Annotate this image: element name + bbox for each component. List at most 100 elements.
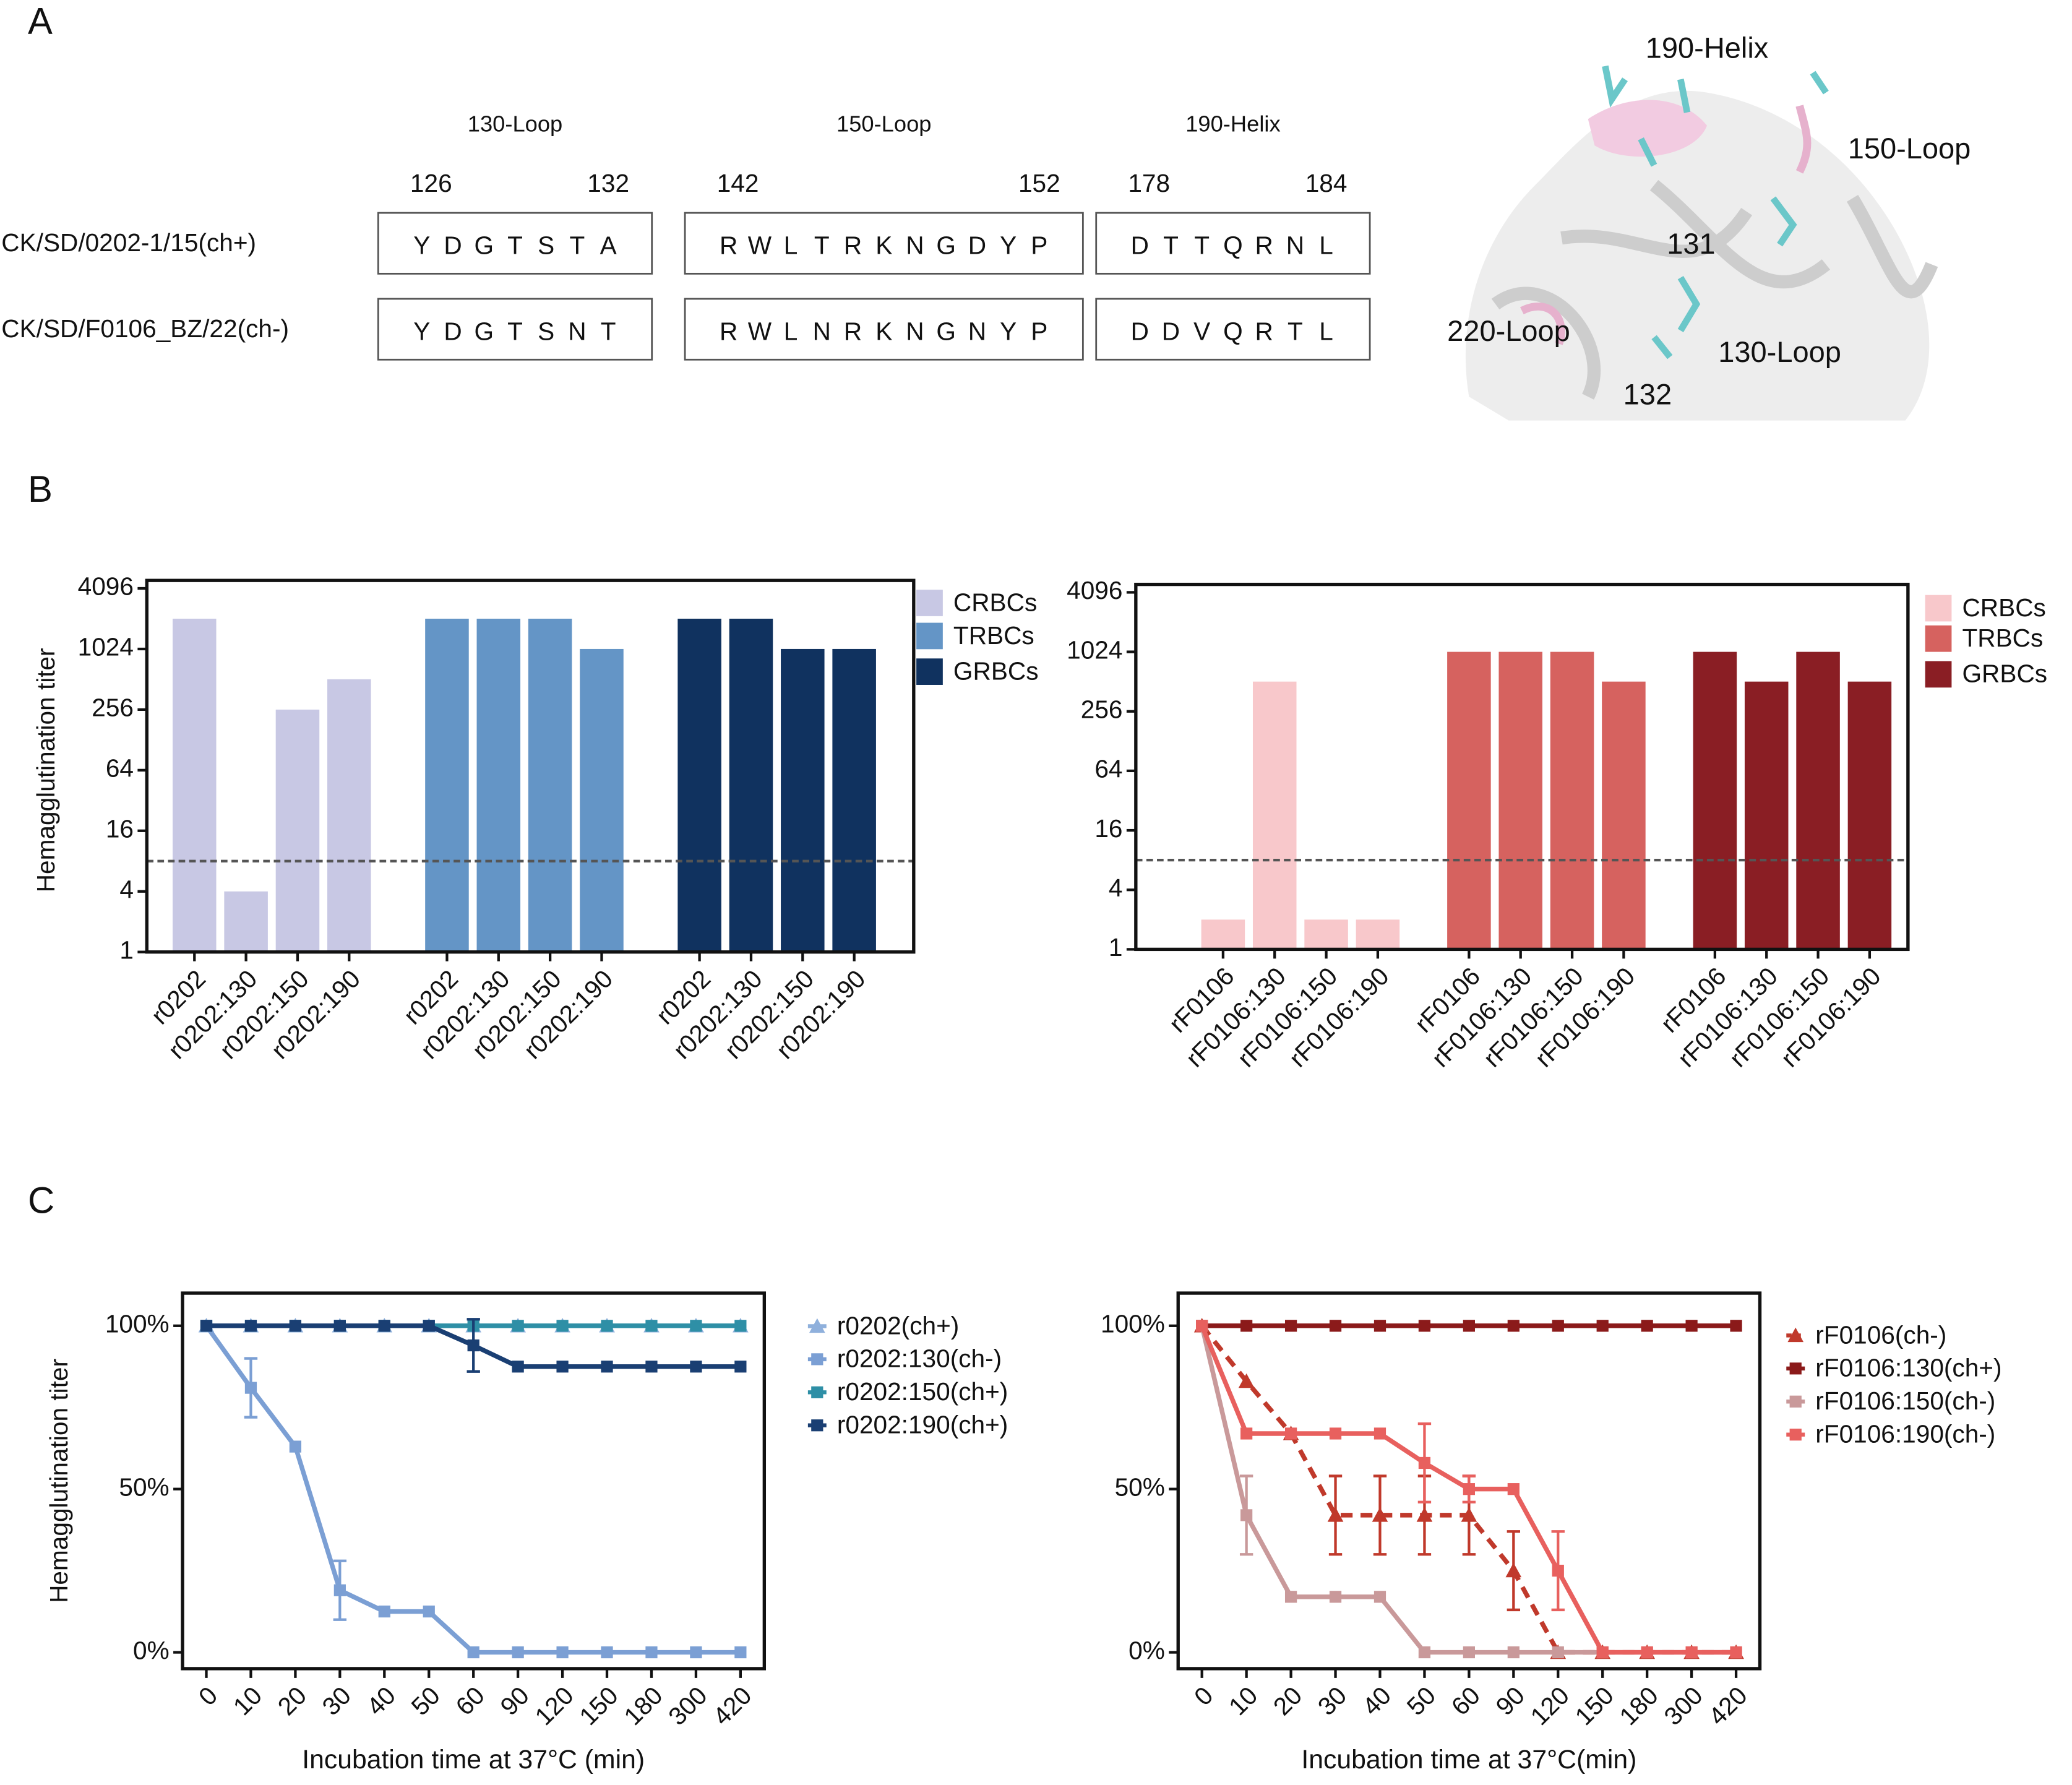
point xyxy=(423,1605,435,1618)
region-start: 126 xyxy=(410,169,452,197)
x-tick-label: 30 xyxy=(1312,1681,1352,1721)
point xyxy=(690,1320,702,1332)
y-tick-label: 100% xyxy=(1101,1310,1165,1338)
residue: Y xyxy=(1000,317,1017,345)
y-axis-title: Hemagglutination titer xyxy=(45,1359,73,1603)
legend-label: r0202:130(ch-) xyxy=(837,1344,1002,1373)
point xyxy=(1373,1427,1386,1440)
structure-strands xyxy=(1491,179,1938,400)
legend-swatch xyxy=(1925,661,1952,688)
point xyxy=(556,1361,569,1373)
bar xyxy=(781,648,825,952)
point xyxy=(556,1646,569,1659)
x-tick-label: 0 xyxy=(193,1681,223,1711)
bar xyxy=(580,648,624,952)
point xyxy=(556,1320,569,1332)
structure-label: 132 xyxy=(1623,378,1672,411)
bar xyxy=(1847,681,1892,950)
point xyxy=(1596,1320,1609,1332)
bar xyxy=(173,618,217,952)
series-line xyxy=(204,1324,741,1655)
point xyxy=(601,1320,613,1332)
legend-marker xyxy=(811,1353,823,1366)
region-start: 142 xyxy=(717,169,759,197)
residue: L xyxy=(784,231,798,259)
point xyxy=(601,1646,613,1659)
residue: R xyxy=(844,317,862,345)
bar xyxy=(528,618,572,952)
residue: L xyxy=(784,317,798,345)
residue: T xyxy=(1287,317,1303,345)
structure-label: 131 xyxy=(1667,227,1715,260)
residue: D xyxy=(444,317,462,345)
residue: R xyxy=(844,231,862,259)
bar xyxy=(1744,681,1789,950)
y-tick-label: 0% xyxy=(133,1636,170,1664)
point xyxy=(467,1339,479,1352)
x-tick-label: 60 xyxy=(450,1681,489,1721)
point xyxy=(1461,1507,1477,1522)
legend-label: r0202:150(ch+) xyxy=(837,1377,1008,1406)
residue: T xyxy=(1194,231,1210,259)
x-tick-label: 420 xyxy=(707,1681,757,1731)
region-end: 152 xyxy=(1018,169,1060,197)
legend-label: TRBCs xyxy=(953,621,1034,650)
point xyxy=(1372,1507,1388,1522)
x-tick-label: 10 xyxy=(1223,1681,1263,1721)
y-axis-title: Hemagglutination titer xyxy=(32,648,60,892)
residue: W xyxy=(748,231,772,259)
point xyxy=(512,1361,524,1373)
x-tick-label: 180 xyxy=(1614,1681,1664,1731)
sequence-box xyxy=(684,298,1084,361)
bar xyxy=(1796,652,1840,950)
y-tick-label: 100% xyxy=(105,1310,170,1338)
bar xyxy=(677,618,721,952)
y-tick-label: 256 xyxy=(92,694,134,722)
residue: D xyxy=(1131,317,1149,345)
residue: G xyxy=(474,317,494,345)
region-start: 178 xyxy=(1128,169,1170,197)
point xyxy=(734,1646,747,1659)
x-axis-title: Incubation time at 37°C (min) xyxy=(302,1745,645,1774)
point xyxy=(1373,1320,1386,1332)
x-tick-label: 20 xyxy=(272,1681,312,1721)
legend-label: rF0106:130(ch+) xyxy=(1815,1354,2001,1382)
residue: R xyxy=(1255,317,1273,345)
residue: D xyxy=(444,231,462,259)
legend-marker xyxy=(1789,1429,1802,1441)
point xyxy=(289,1440,302,1453)
legend-marker xyxy=(1789,1362,1802,1375)
legend-marker xyxy=(809,1318,825,1333)
y-tick-label: 50% xyxy=(119,1473,169,1501)
residue: D xyxy=(1131,231,1149,259)
point xyxy=(1507,1320,1520,1332)
sequence-box xyxy=(1095,298,1371,361)
point xyxy=(378,1605,390,1618)
residue-sticks xyxy=(1602,65,1829,359)
point xyxy=(1685,1320,1698,1332)
x-tick-label: 40 xyxy=(361,1681,401,1721)
x-tick-label: 40 xyxy=(1357,1681,1396,1721)
bar xyxy=(1602,681,1646,950)
legend-swatch xyxy=(916,590,943,616)
legend-label: rF0106:190(ch-) xyxy=(1815,1420,1995,1448)
residue: N xyxy=(1286,231,1304,259)
point xyxy=(1240,1320,1253,1332)
point xyxy=(1418,1320,1431,1332)
point xyxy=(333,1320,346,1332)
region-end: 132 xyxy=(587,169,629,197)
x-tick-label: 120 xyxy=(529,1681,578,1731)
residue: R xyxy=(720,317,737,345)
point xyxy=(1416,1507,1433,1522)
legend-label: GRBCs xyxy=(953,656,1039,685)
sequence-box xyxy=(377,298,653,361)
x-tick-label: 0 xyxy=(1189,1681,1218,1711)
x-tick-label: 20 xyxy=(1268,1681,1307,1721)
residue: R xyxy=(1255,231,1273,259)
residue: Y xyxy=(413,317,430,345)
point xyxy=(1373,1591,1386,1603)
residue: G xyxy=(936,231,956,259)
residue: T xyxy=(1163,231,1179,259)
residue: Q xyxy=(1223,231,1243,259)
